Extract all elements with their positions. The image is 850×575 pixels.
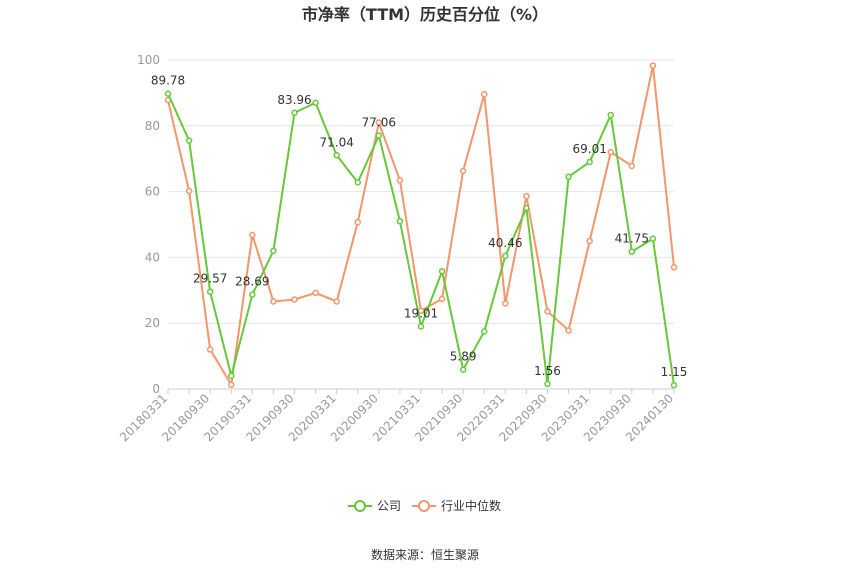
data-point[interactable]	[206, 346, 214, 353]
data-point[interactable]	[481, 90, 488, 98]
data-point[interactable]	[649, 235, 657, 242]
data-point[interactable]	[670, 381, 678, 389]
data-point[interactable]	[607, 111, 614, 119]
data-point[interactable]	[228, 381, 235, 388]
data-label: 1.15	[661, 365, 688, 379]
data-point[interactable]	[354, 179, 361, 186]
data-label: 71.04	[319, 135, 353, 149]
data-point[interactable]	[628, 162, 636, 170]
data-point[interactable]	[670, 264, 678, 271]
data-point[interactable]	[312, 289, 319, 297]
legend-company-marker	[354, 500, 366, 512]
data-point[interactable]	[270, 298, 277, 305]
series-line	[167, 93, 675, 386]
legend-item-company[interactable]: 公司	[348, 499, 401, 513]
y-tick-label: 100	[137, 53, 160, 67]
data-point[interactable]	[354, 218, 361, 226]
data-point[interactable]	[502, 252, 509, 260]
data-label: 83.96	[277, 93, 311, 107]
data-point[interactable]	[375, 132, 383, 139]
data-point[interactable]	[291, 296, 298, 303]
data-label: 69.01	[572, 142, 606, 156]
data-point[interactable]	[544, 308, 551, 315]
data-point[interactable]	[228, 372, 235, 380]
data-point[interactable]	[438, 295, 446, 303]
data-point[interactable]	[333, 298, 340, 305]
y-tick-label: 80	[145, 119, 160, 133]
data-point[interactable]	[565, 173, 572, 181]
data-point[interactable]	[333, 152, 340, 159]
legend: 公司 行业中位数	[348, 498, 501, 513]
y-tick-label: 60	[145, 185, 160, 199]
data-point[interactable]	[185, 187, 193, 195]
data-point[interactable]	[607, 148, 614, 156]
data-label: 89.78	[151, 74, 185, 88]
data-point[interactable]	[459, 366, 467, 373]
data-point[interactable]	[396, 217, 404, 225]
data-point[interactable]	[649, 62, 657, 69]
series-company	[164, 90, 678, 389]
data-point[interactable]	[291, 109, 298, 117]
data-labels: 89.78 29.57 28.69 83.96 71.04 77.06 19.01 5.89 4…	[151, 74, 688, 380]
data-label: 40.46	[488, 236, 522, 250]
series-line	[167, 64, 675, 386]
data-point[interactable]	[249, 291, 256, 298]
data-point[interactable]	[164, 90, 172, 97]
data-point[interactable]	[206, 288, 214, 295]
y-tick-label: 0	[152, 382, 160, 396]
data-label: 29.57	[193, 272, 227, 286]
data-point[interactable]	[459, 167, 467, 175]
legend-company-label: 公司	[377, 499, 401, 513]
data-point[interactable]	[523, 204, 530, 212]
data-label: 77.06	[362, 115, 396, 129]
y-axis: 0 20 40 60 80 100	[137, 53, 160, 396]
data-point[interactable]	[396, 177, 404, 184]
data-point[interactable]	[481, 328, 488, 335]
data-point[interactable]	[249, 231, 256, 239]
data-point[interactable]	[270, 247, 277, 255]
data-point[interactable]	[628, 248, 636, 255]
grid	[168, 59, 674, 390]
chart-title: 市净率（TTM）历史百分位（%）	[302, 5, 548, 24]
data-point[interactable]	[417, 323, 425, 330]
legend-item-industry[interactable]: 行业中位数	[412, 498, 501, 513]
legend-industry-marker	[418, 500, 430, 512]
data-point[interactable]	[375, 119, 383, 126]
data-label: 19.01	[404, 306, 438, 320]
data-label: 28.69	[235, 275, 269, 289]
data-point[interactable]	[544, 380, 551, 388]
data-point[interactable]	[565, 327, 572, 334]
data-point[interactable]	[312, 99, 319, 107]
data-point[interactable]	[523, 192, 530, 200]
data-point[interactable]	[586, 237, 593, 245]
data-point[interactable]	[438, 267, 446, 275]
data-label: 1.56	[534, 364, 561, 378]
data-point[interactable]	[586, 158, 593, 166]
source-note: 数据来源：恒生聚源	[371, 547, 479, 562]
y-tick-label: 20	[145, 316, 160, 330]
data-point[interactable]	[502, 300, 509, 307]
data-label: 5.89	[450, 350, 477, 364]
legend-industry-label: 行业中位数	[441, 498, 501, 513]
data-label: 41.75	[615, 232, 649, 246]
data-point[interactable]	[185, 137, 193, 144]
y-tick-label: 40	[145, 250, 160, 264]
series-industry	[164, 62, 678, 388]
x-axis: 2018033120180930201903312019093020200331…	[117, 388, 676, 444]
